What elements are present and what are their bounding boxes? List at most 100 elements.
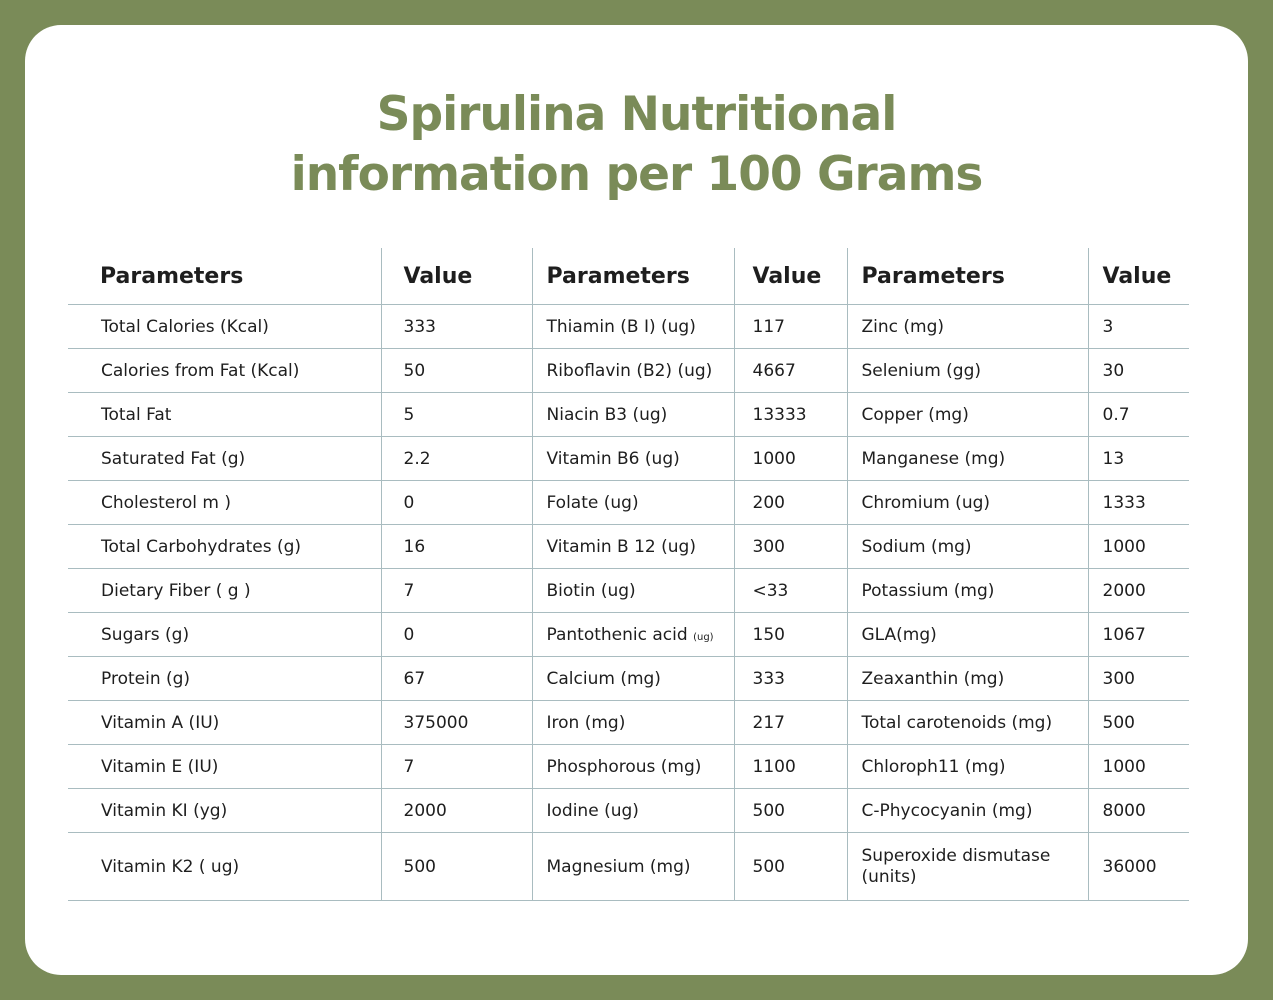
value-3-text: 500 <box>1102 712 1135 733</box>
parameter-1-cell: Saturated Fat (g) <box>68 436 381 481</box>
value-1-cell: 50 <box>380 348 532 393</box>
value-1-cell: 67 <box>380 656 532 701</box>
parameter-1-text: Vitamin E (IU) <box>101 756 219 777</box>
parameter-3-cell: Zeaxanthin (mg) <box>846 656 1088 701</box>
value-2-text: 150 <box>752 624 785 645</box>
value-1-cell: 500 <box>380 832 532 901</box>
value-1-cell: 7 <box>380 744 532 789</box>
value-2-cell: 500 <box>733 788 847 833</box>
parameter-3-text: Superoxide dismutase (units) <box>861 845 1051 887</box>
parameter-2-text: Niacin B3 (ug) <box>546 404 668 425</box>
parameter-1-text: Vitamin KI (yg) <box>101 800 228 821</box>
value-3-cell: 0.7 <box>1087 392 1189 437</box>
value-2-cell: 217 <box>733 700 847 745</box>
parameter-3-text: Copper (mg) <box>861 404 969 425</box>
parameter-1-cell: Total Fat <box>68 392 381 437</box>
parameter-3-cell: Zinc (mg) <box>846 304 1088 349</box>
value-1-text: 7 <box>403 756 415 777</box>
value-3-text: 1333 <box>1102 492 1146 513</box>
parameter-2-text: Riboflavin (B2) (ug) <box>546 360 713 381</box>
parameter-3-text: Zeaxanthin (mg) <box>861 668 1005 689</box>
parameter-1-text: Vitamin A (IU) <box>101 712 220 733</box>
value-3-text: 30 <box>1102 360 1125 381</box>
value-1-cell: 2000 <box>380 788 532 833</box>
parameter-2-text: Thiamin (B I) (ug) <box>546 316 696 337</box>
parameter-1-text: Total Carbohydrates (g) <box>101 536 302 557</box>
value-2-cell: 200 <box>733 480 847 525</box>
value-2-cell: 333 <box>733 656 847 701</box>
value-3-cell: 1000 <box>1087 524 1189 569</box>
value-2-text: 4667 <box>752 360 796 381</box>
parameter-1-cell: Dietary Fiber ( g ) <box>68 568 381 613</box>
parameter-3-text: Chromium (ug) <box>861 492 991 513</box>
value-3-text: 13 <box>1102 448 1125 469</box>
parameter-2-text: Calcium (mg) <box>546 668 661 689</box>
parameter-3-cell: Selenium (gg) <box>846 348 1088 393</box>
value-2-text: 200 <box>752 492 785 513</box>
table-row: Total Fat 5 Niacin B3 (ug) 13333 Copper (mg)… <box>68 392 1189 437</box>
value-1-text: 2000 <box>403 800 447 821</box>
value-3-text: 300 <box>1102 668 1135 689</box>
parameter-2-text: Pantothenic acid <box>546 624 688 645</box>
table-row: Cholesterol m ) 0 Folate (ug) 200 Chromium (… <box>68 480 1189 525</box>
parameter-2-cell: Folate (ug) <box>531 480 734 525</box>
parameter-1-text: Saturated Fat (g) <box>101 448 246 469</box>
parameter-2-cell: Iodine (ug) <box>531 788 734 833</box>
parameter-3-cell: Chloroph11 (mg) <box>846 744 1088 789</box>
value-2-text: 13333 <box>752 404 807 425</box>
table-row: Vitamin E (IU) 7 Phosphorous (mg) 1100 Chlor… <box>68 744 1189 789</box>
value-3-text: 1000 <box>1102 536 1146 557</box>
value-3-text: 1067 <box>1102 624 1146 645</box>
parameter-3-text: GLA(mg) <box>861 624 937 645</box>
value-3-cell: 1333 <box>1087 480 1189 525</box>
value-2-cell: 500 <box>733 832 847 901</box>
value-2-text: 300 <box>752 536 785 557</box>
parameter-1-cell: Vitamin A (IU) <box>68 700 381 745</box>
table-row: Calories from Fat (Kcal) 50 Riboflavin (B2… <box>68 348 1189 393</box>
value-3-text: 2000 <box>1102 580 1146 601</box>
parameter-2-text: Biotin (ug) <box>546 580 636 601</box>
value-2-text: <33 <box>752 580 789 601</box>
value-1-cell: 375000 <box>380 700 532 745</box>
value-1-cell: 5 <box>380 392 532 437</box>
header-value-2: Value <box>733 248 847 305</box>
parameter-3-cell: Total carotenoids (mg) <box>846 700 1088 745</box>
parameter-2-text: Folate (ug) <box>546 492 639 513</box>
parameter-3-cell: Superoxide dismutase (units) <box>846 832 1088 901</box>
title-line-2: information per 100 Grams <box>290 147 984 202</box>
parameter-2-unit: (ug) <box>693 631 714 643</box>
parameter-2-cell: Calcium (mg) <box>531 656 734 701</box>
parameter-3-text: Chloroph11 (mg) <box>861 756 1006 777</box>
page-title: Spirulina Nutritional information per 10… <box>25 85 1248 205</box>
parameter-2-text: Vitamin B6 (ug) <box>546 448 680 469</box>
parameter-2-cell: Niacin B3 (ug) <box>531 392 734 437</box>
parameter-1-cell: Cholesterol m ) <box>68 480 381 525</box>
table-row: Saturated Fat (g) 2.2 Vitamin B6 (ug) 1000 M… <box>68 436 1189 481</box>
table-row: Sugars (g) 0 Pantothenic acid (ug) 150 GLA(m… <box>68 612 1189 657</box>
value-3-cell: 300 <box>1087 656 1189 701</box>
value-1-text: 5 <box>403 404 415 425</box>
value-1-text: 0 <box>403 492 415 513</box>
table-row: Protein (g) 67 Calcium (mg) 333 Zeaxanthin (… <box>68 656 1189 701</box>
nutrition-card: Spirulina Nutritional information per 10… <box>25 25 1248 975</box>
parameter-2-cell: Riboflavin (B2) (ug) <box>531 348 734 393</box>
value-2-cell: 13333 <box>733 392 847 437</box>
header-value-1: Value <box>380 248 532 305</box>
value-3-cell: 13 <box>1087 436 1189 481</box>
header-parameters-1: Parameters <box>68 248 381 305</box>
value-3-cell: 30 <box>1087 348 1189 393</box>
table-row: Total Calories (Kcal) 333 Thiamin (B I) (u… <box>68 304 1189 349</box>
value-2-text: 500 <box>752 800 785 821</box>
value-2-cell: 300 <box>733 524 847 569</box>
value-2-cell: 4667 <box>733 348 847 393</box>
value-2-text: 500 <box>752 856 785 877</box>
parameter-1-cell: Vitamin K2 ( ug) <box>68 832 381 901</box>
value-1-text: 0 <box>403 624 415 645</box>
parameter-3-text: Selenium (gg) <box>861 360 982 381</box>
value-3-cell: 2000 <box>1087 568 1189 613</box>
value-1-text: 2.2 <box>403 448 431 469</box>
parameter-3-cell: Potassium (mg) <box>846 568 1088 613</box>
value-3-cell: 36000 <box>1087 832 1189 901</box>
value-1-cell: 2.2 <box>380 436 532 481</box>
table-row: Vitamin KI (yg) 2000 Iodine (ug) 500 C-Phyco… <box>68 788 1189 833</box>
